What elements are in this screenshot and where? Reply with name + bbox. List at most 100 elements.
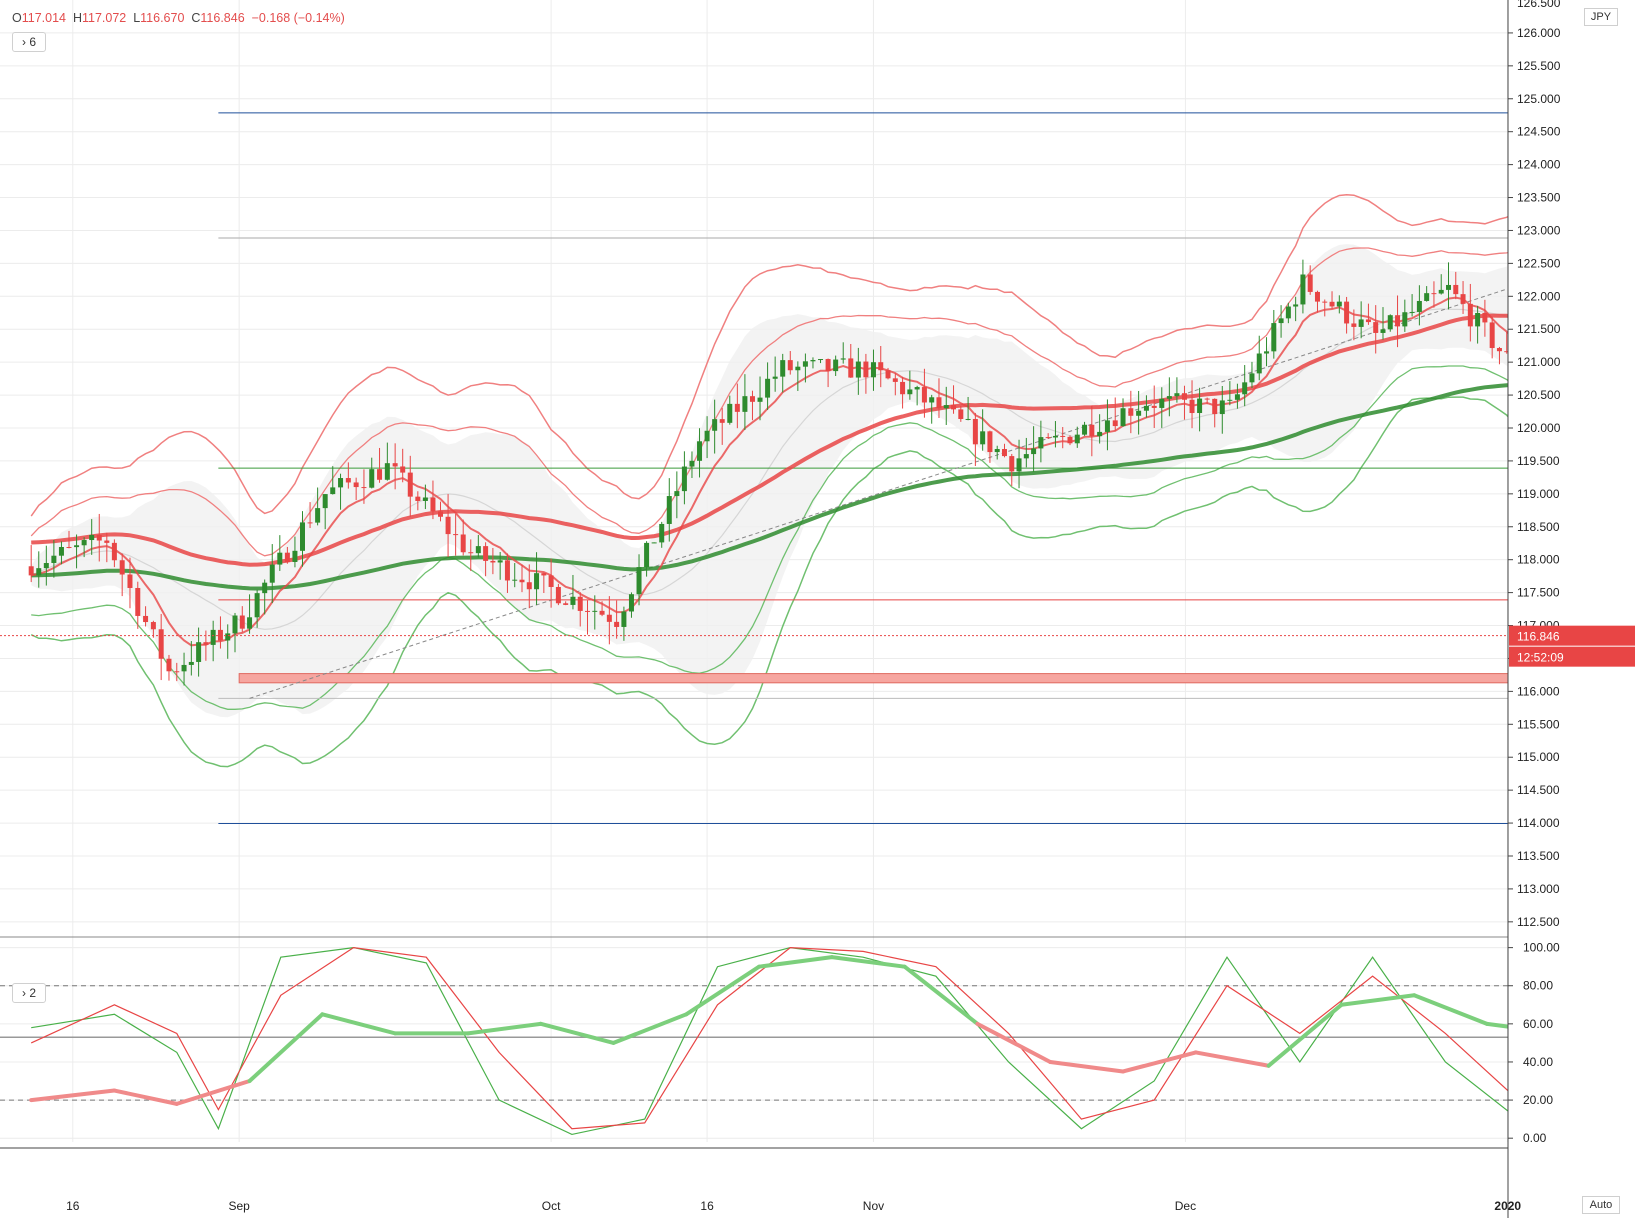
candle[interactable] <box>1482 299 1488 337</box>
candle[interactable] <box>943 386 949 425</box>
candle[interactable] <box>697 428 703 478</box>
candle[interactable] <box>1475 305 1481 344</box>
candle[interactable] <box>475 535 481 558</box>
candle[interactable] <box>577 592 583 627</box>
candle[interactable] <box>1489 316 1495 359</box>
candle[interactable] <box>548 558 554 608</box>
candle[interactable] <box>614 600 620 639</box>
price-axis[interactable]: 112.500 113.000 113.500 114.000 114.500 115.0… <box>1507 0 1635 1218</box>
candle[interactable] <box>1060 427 1066 449</box>
candle[interactable] <box>980 409 986 451</box>
candle[interactable] <box>1496 346 1502 365</box>
candle[interactable] <box>353 477 359 501</box>
candle[interactable] <box>104 532 110 563</box>
candle[interactable] <box>1159 387 1165 428</box>
candle[interactable] <box>765 362 771 410</box>
candle[interactable] <box>951 385 957 414</box>
candle[interactable] <box>1174 377 1180 403</box>
candle[interactable] <box>628 592 634 618</box>
candle[interactable] <box>1212 398 1218 428</box>
candle[interactable] <box>742 374 748 431</box>
candle[interactable] <box>651 542 657 544</box>
candle[interactable] <box>958 405 964 422</box>
candle[interactable] <box>772 356 778 392</box>
candle[interactable] <box>307 502 313 529</box>
candle[interactable] <box>322 494 328 530</box>
candle[interactable] <box>749 390 755 421</box>
candle[interactable] <box>111 539 117 568</box>
candle[interactable] <box>66 530 72 549</box>
candle[interactable] <box>43 545 49 586</box>
candle[interactable] <box>58 541 64 565</box>
fib-trend-line[interactable] <box>249 238 1635 699</box>
candle[interactable] <box>1120 398 1126 427</box>
candle[interactable] <box>1197 387 1203 432</box>
candle[interactable] <box>1128 390 1134 434</box>
candle[interactable] <box>345 462 351 489</box>
candle[interactable] <box>174 662 180 682</box>
candle[interactable] <box>1204 397 1210 405</box>
candle[interactable] <box>1300 259 1306 314</box>
candle[interactable] <box>1336 295 1342 314</box>
candle[interactable] <box>855 347 861 395</box>
candle[interactable] <box>659 521 665 548</box>
candle[interactable] <box>1445 262 1451 310</box>
candle[interactable] <box>666 478 672 542</box>
candle[interactable] <box>994 445 1000 460</box>
candle[interactable] <box>1031 426 1037 472</box>
candle[interactable] <box>907 370 913 400</box>
candle[interactable] <box>1136 390 1142 435</box>
candle[interactable] <box>361 469 367 504</box>
candle[interactable] <box>407 455 413 517</box>
candle[interactable] <box>1380 307 1386 340</box>
candle[interactable] <box>1067 435 1073 446</box>
candle[interactable] <box>284 546 290 564</box>
candle[interactable] <box>196 627 202 677</box>
candle[interactable] <box>453 513 459 556</box>
candle[interactable] <box>848 343 854 378</box>
candle[interactable] <box>1023 437 1029 468</box>
time-axis[interactable]: 16SepOct16NovDec202017FebMar17Apr16MayJu… <box>0 1147 1635 1213</box>
candle[interactable] <box>1143 395 1149 418</box>
candle[interactable] <box>885 367 891 380</box>
candle[interactable] <box>1242 365 1248 407</box>
candle[interactable] <box>89 519 95 555</box>
candle[interactable] <box>833 355 839 376</box>
candle[interactable] <box>727 395 733 425</box>
candle[interactable] <box>1082 421 1088 436</box>
candle[interactable] <box>483 542 489 577</box>
candle[interactable] <box>810 357 816 369</box>
candle[interactable] <box>1045 433 1051 439</box>
candle[interactable] <box>504 553 510 593</box>
candle[interactable] <box>1112 397 1118 431</box>
candle[interactable] <box>254 589 260 628</box>
candle[interactable] <box>592 595 598 630</box>
candle[interactable] <box>1249 361 1255 388</box>
candle[interactable] <box>315 487 321 526</box>
candle[interactable] <box>1038 420 1044 463</box>
candle[interactable] <box>825 358 831 388</box>
candle[interactable] <box>1256 335 1262 381</box>
candle[interactable] <box>965 396 971 421</box>
candle[interactable] <box>299 511 305 567</box>
candle[interactable] <box>400 448 406 483</box>
candle[interactable] <box>1166 377 1172 417</box>
candle[interactable] <box>225 624 231 659</box>
sub-indicators-toggle[interactable]: › 2 <box>12 983 46 1003</box>
candle[interactable] <box>28 545 34 583</box>
candle[interactable] <box>1460 281 1466 314</box>
candle[interactable] <box>921 368 927 418</box>
candle[interactable] <box>1285 302 1291 324</box>
candle[interactable] <box>972 412 978 467</box>
candle[interactable] <box>570 574 576 610</box>
candle[interactable] <box>143 606 149 627</box>
candle[interactable] <box>422 484 428 510</box>
candle[interactable] <box>704 416 710 459</box>
candle[interactable] <box>1431 281 1437 308</box>
candle[interactable] <box>1151 385 1157 428</box>
candle[interactable] <box>1453 271 1459 300</box>
price-axis-unit[interactable]: JPY <box>1584 8 1618 26</box>
candle[interactable] <box>166 654 172 681</box>
candle[interactable] <box>188 641 194 676</box>
candle[interactable] <box>158 613 164 681</box>
